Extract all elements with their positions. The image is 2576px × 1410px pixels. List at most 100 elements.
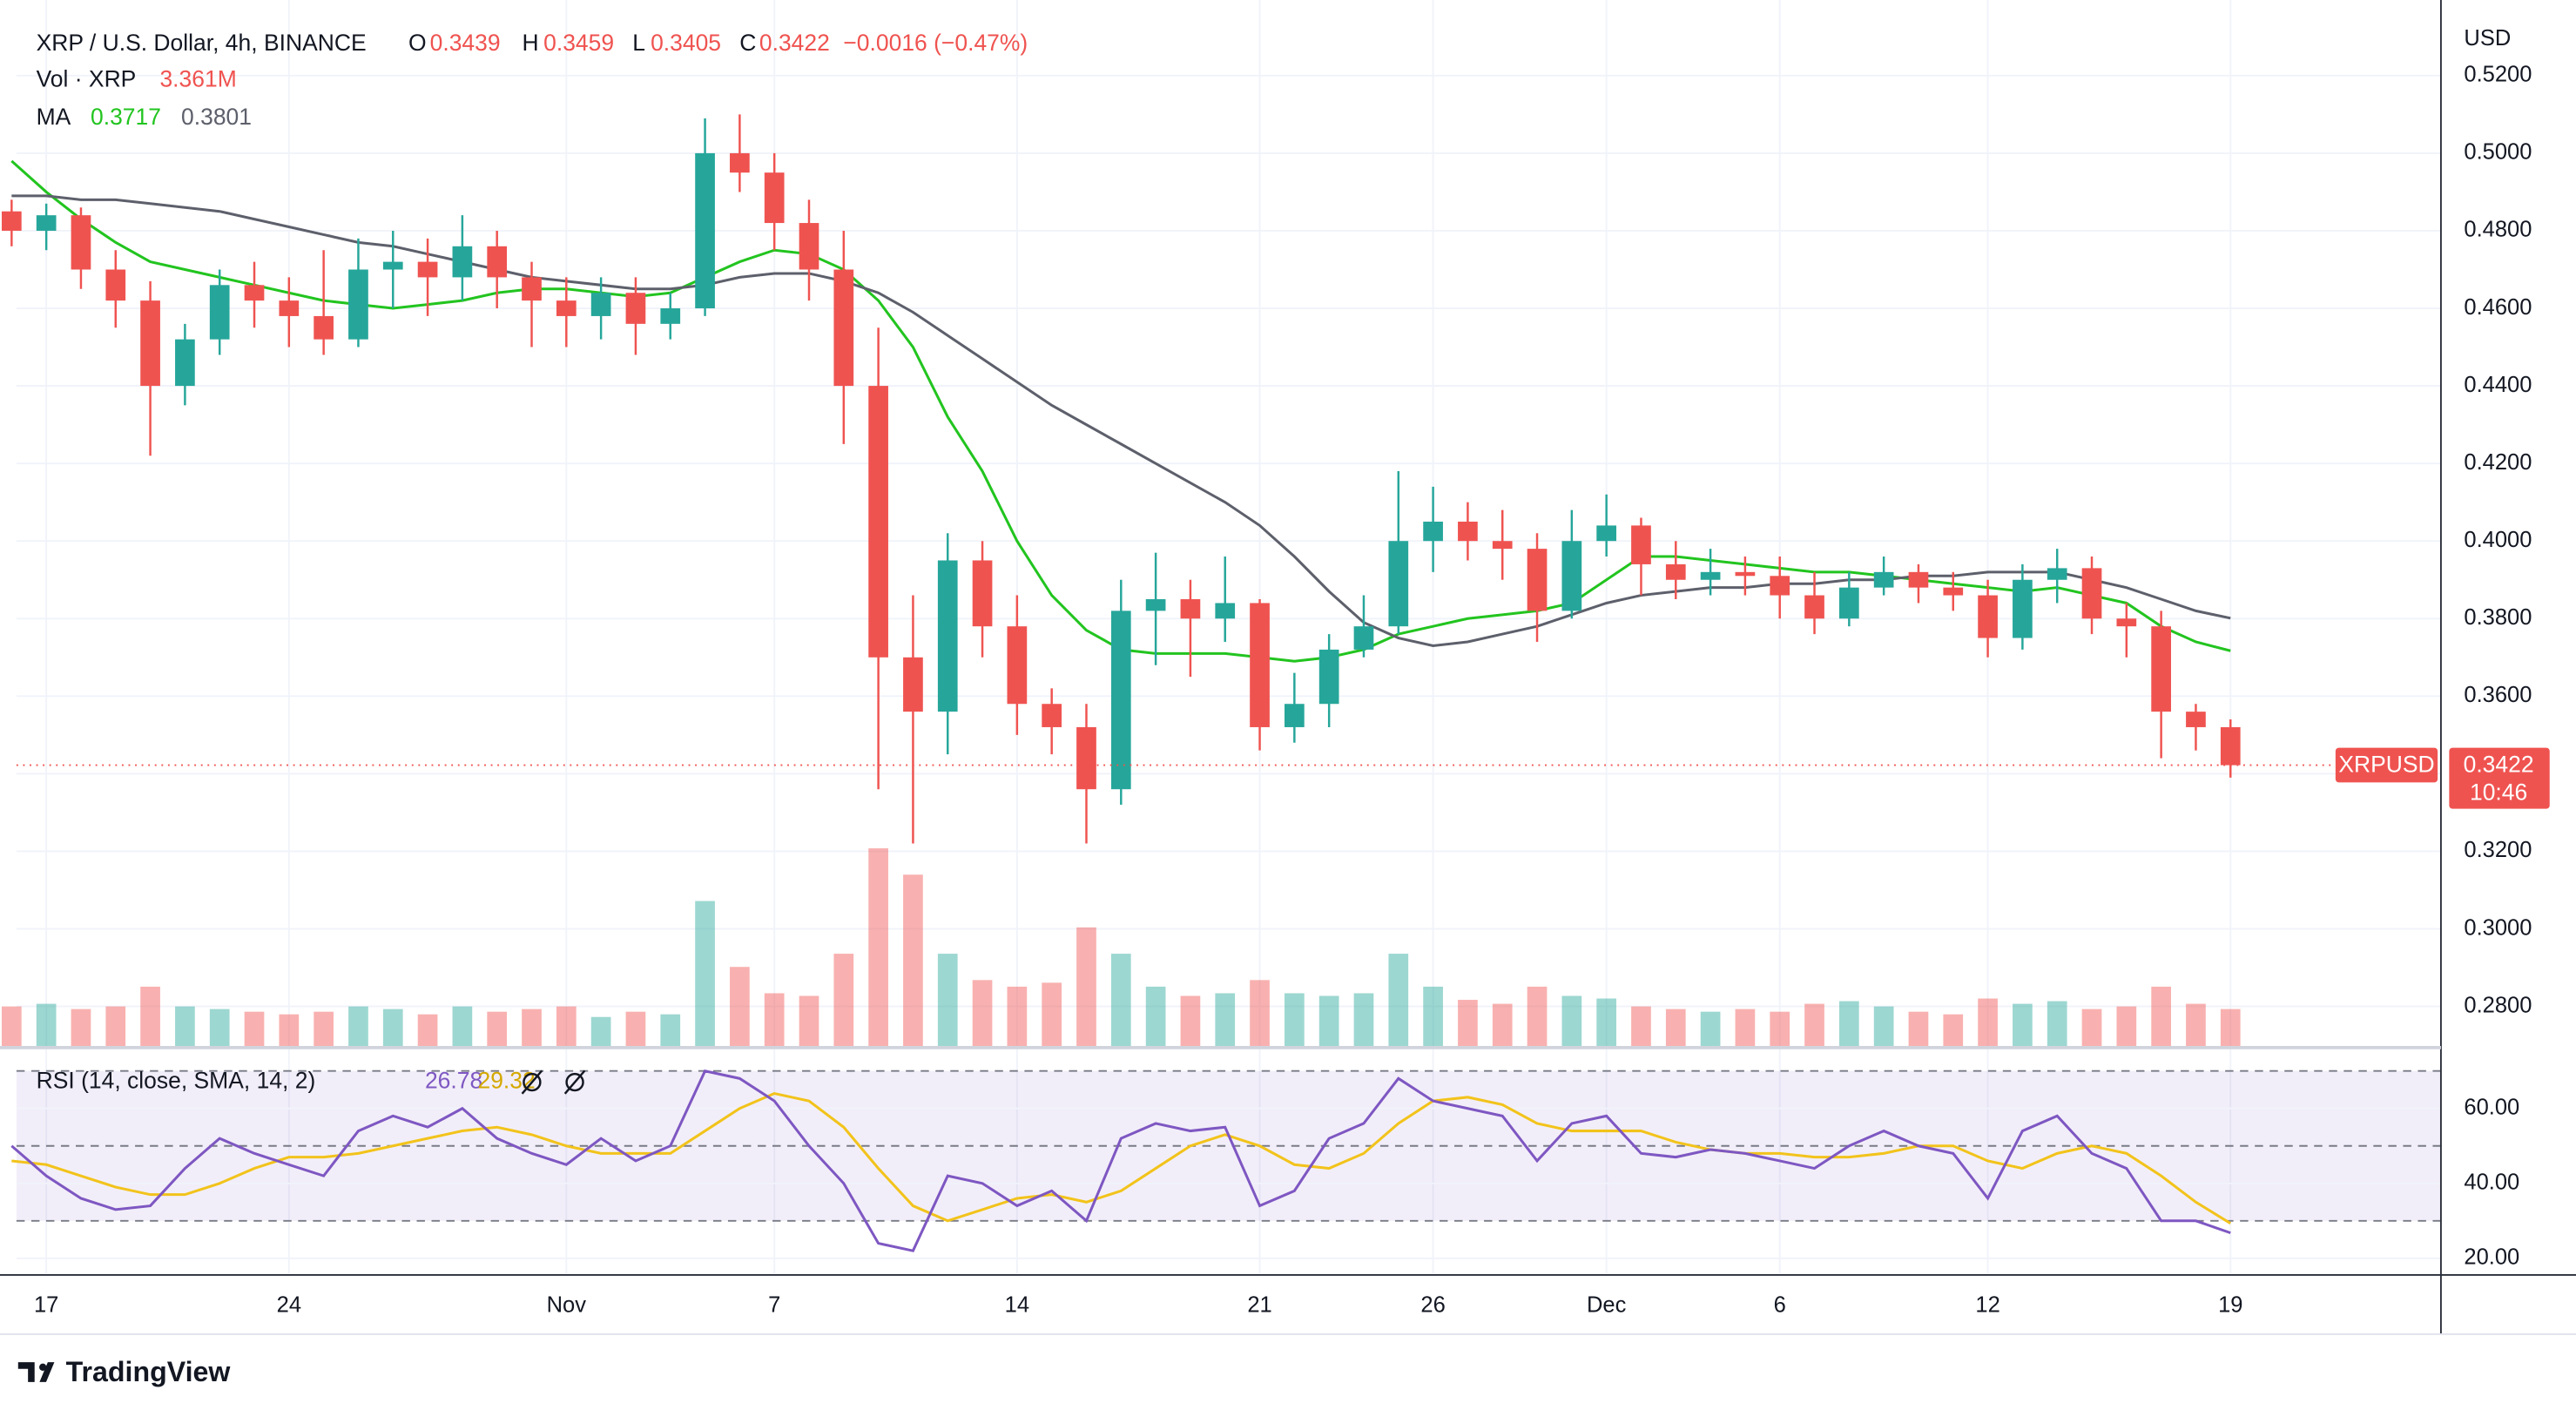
volume-bar [695, 901, 715, 1046]
y-tick-label: 0.4800 [2464, 218, 2532, 242]
candle-body [2081, 568, 2102, 619]
y-tick-label: 60.00 [2464, 1095, 2519, 1119]
candle-body [660, 308, 681, 324]
candle-body [36, 215, 57, 231]
y-tick-label: 0.4000 [2464, 528, 2532, 552]
x-tick-label: 12 [1975, 1293, 1999, 1318]
volume-bar [1215, 993, 1236, 1046]
candle-body [209, 285, 230, 340]
candle-body [1492, 541, 1513, 550]
hidden-icon[interactable] [521, 1069, 586, 1095]
x-tick-label: 6 [1774, 1293, 1786, 1318]
volume-bar [1631, 1006, 1651, 1046]
line-series [11, 194, 2231, 647]
volume-bar [244, 1011, 265, 1046]
candle-body [1110, 611, 1131, 790]
ohlc-value: 0.3459 [543, 30, 614, 56]
candle-body [348, 269, 368, 340]
candle-body [487, 246, 508, 278]
volume-bar [487, 1011, 508, 1046]
candle-body [1423, 521, 1443, 542]
candle-body [1042, 704, 1062, 727]
volume-bar [1492, 1003, 1513, 1046]
candle-body [1076, 726, 1096, 790]
candle-body [730, 152, 750, 173]
candle-body [452, 246, 473, 278]
volume-bar [972, 980, 993, 1046]
candle-body [1873, 571, 1894, 588]
volume-bar [522, 1009, 542, 1046]
countdown: 10:46 [2470, 779, 2527, 806]
volume-bar [1, 1006, 22, 1046]
volume-bar [1838, 1001, 1859, 1046]
candle-body [1700, 571, 1721, 580]
y-tick-label: 0.3600 [2464, 683, 2532, 707]
volume-bar [1735, 1009, 1756, 1046]
candle-body [1735, 571, 1756, 577]
volume-bar [348, 1006, 368, 1046]
volume-bar [1804, 1003, 1824, 1046]
axis-currency: USD [2464, 26, 2511, 51]
logo-dot [39, 1363, 47, 1371]
volume-bar [314, 1011, 334, 1046]
candle-body [1943, 587, 1964, 596]
volume-bar [1042, 982, 1062, 1046]
volume-bar [1596, 998, 1617, 1046]
volume-bar [833, 954, 854, 1046]
ohlc-value: 0.3405 [651, 30, 721, 56]
price-tag: XRPUSD 0.3422 10:46 [2335, 747, 2550, 809]
marks-layer [1, 114, 2336, 1252]
candle-body [1631, 525, 1651, 564]
x-tick-label: 26 [1420, 1293, 1445, 1318]
volume-bar [1353, 993, 1374, 1046]
candle-body [556, 300, 577, 316]
logo: TradingView [17, 1356, 232, 1387]
candle-body [382, 261, 403, 270]
candle-body [522, 277, 542, 301]
candle-body [1215, 603, 1236, 619]
volume-bar [1145, 986, 1166, 1046]
candle-body [764, 172, 785, 224]
volume-bar [382, 1009, 403, 1046]
candle-body [1180, 599, 1201, 619]
candle-body [2186, 712, 2206, 727]
change-value: −0.0016 (−0.47%) [843, 30, 1028, 56]
x-tick-label: 7 [768, 1293, 780, 1318]
candle-body [1527, 549, 1548, 611]
volume-bar [937, 954, 958, 1046]
candle-body [314, 315, 334, 340]
brand-name: TradingView [66, 1356, 232, 1387]
volume-bar [625, 1011, 646, 1046]
y-tick-label: 20.00 [2464, 1245, 2519, 1270]
volume-bar [556, 1006, 577, 1046]
y-tick-label: 40.00 [2464, 1171, 2519, 1195]
ohlc-label: H [523, 30, 539, 56]
candle-body [175, 339, 195, 387]
rsi-value: 26.78 [425, 1068, 482, 1094]
volume-bar [1561, 995, 1582, 1046]
volume-bar [1285, 993, 1305, 1046]
candle-body [868, 386, 888, 658]
volume-bar [452, 1006, 473, 1046]
volume-bar [764, 993, 785, 1046]
candle-body [590, 293, 611, 316]
y-tick-label: 0.3200 [2464, 838, 2532, 862]
ma-value: 0.3801 [181, 104, 252, 130]
volume-bar [1978, 998, 1998, 1046]
volume-bar [279, 1014, 300, 1046]
candle-body [1145, 599, 1166, 611]
y-tick-label: 0.5200 [2464, 63, 2532, 87]
candle-body [2220, 726, 2241, 766]
volume-bar [1180, 995, 1201, 1046]
volume-bar [209, 1009, 230, 1046]
volume-bar [1458, 1000, 1478, 1046]
volume-bar [1527, 986, 1548, 1046]
volume-bar [1665, 1009, 1686, 1046]
volume-bar [1076, 927, 1096, 1046]
symbol-title: XRP / U.S. Dollar, 4h, BINANCE [37, 30, 367, 56]
logo-mark [17, 1362, 55, 1382]
x-tick-label: Dec [1587, 1293, 1627, 1318]
candle-body [1458, 521, 1478, 542]
candle-body [279, 300, 300, 316]
y-tick-label: 0.4200 [2464, 450, 2532, 475]
